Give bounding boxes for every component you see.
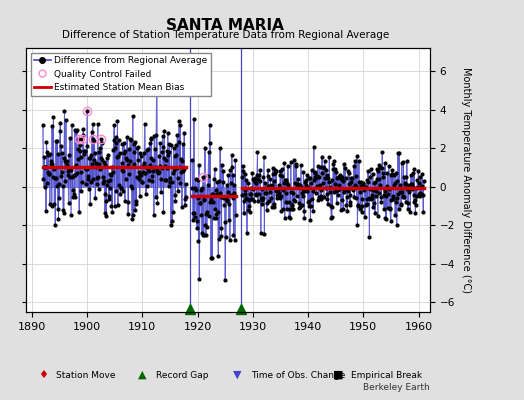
Text: ■: ■ — [333, 370, 343, 380]
Text: Record Gap: Record Gap — [156, 370, 208, 380]
Text: ▼: ▼ — [233, 370, 242, 380]
Text: ▲: ▲ — [138, 370, 146, 380]
Text: Station Move: Station Move — [56, 370, 116, 380]
Y-axis label: Monthly Temperature Anomaly Difference (°C): Monthly Temperature Anomaly Difference (… — [462, 67, 472, 293]
Text: Berkeley Earth: Berkeley Earth — [363, 383, 430, 392]
Text: ♦: ♦ — [38, 370, 48, 380]
Text: Empirical Break: Empirical Break — [351, 370, 422, 380]
Legend: Difference from Regional Average, Quality Control Failed, Estimated Station Mean: Difference from Regional Average, Qualit… — [31, 52, 211, 96]
Text: Time of Obs. Change: Time of Obs. Change — [251, 370, 346, 380]
Text: Difference of Station Temperature Data from Regional Average: Difference of Station Temperature Data f… — [62, 30, 389, 40]
Text: SANTA MARIA: SANTA MARIA — [167, 18, 284, 34]
